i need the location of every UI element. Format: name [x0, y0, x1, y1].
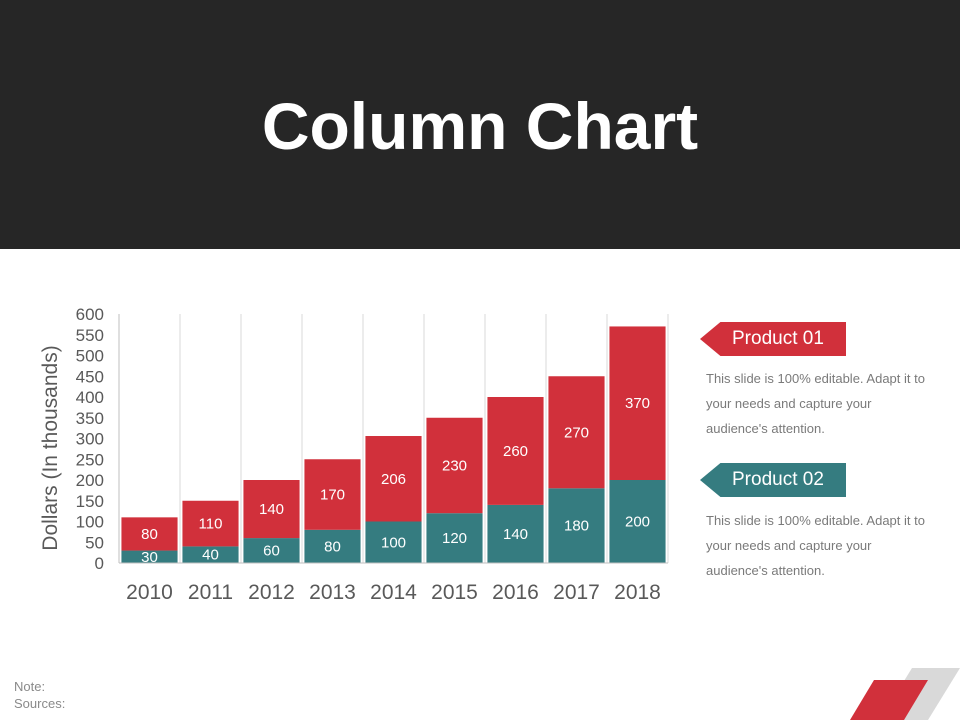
product-01-tag: Product 01: [700, 322, 846, 356]
data-label: 370: [625, 395, 650, 412]
x-tick-label: 2011: [188, 581, 233, 604]
data-label: 230: [442, 457, 467, 474]
footer-notes: Note: Sources:: [14, 678, 65, 712]
data-label: 80: [141, 526, 158, 543]
bar-segment: [182, 500, 239, 547]
data-label: 180: [564, 518, 589, 535]
data-label: 270: [564, 424, 589, 441]
bar-segment: [487, 397, 544, 505]
y-tick-label: 50: [85, 533, 104, 552]
bar-segment: [121, 517, 178, 551]
bar-segment: [182, 546, 239, 563]
data-label: 206: [381, 471, 406, 488]
y-tick-label: 100: [76, 513, 104, 532]
y-tick-label: 200: [76, 471, 104, 490]
bar-segment: [243, 538, 300, 563]
data-label: 120: [442, 530, 467, 547]
decorative-stripes: [850, 668, 960, 720]
y-tick-label: 350: [76, 409, 104, 428]
page-title: Column Chart: [261, 88, 699, 163]
bar-segment: [609, 480, 666, 563]
note-label: Note:: [14, 679, 46, 694]
x-tick-label: 2016: [492, 581, 539, 604]
y-tick-label: 450: [76, 367, 104, 386]
product-01-description: This slide is 100% editable. Adapt it to…: [706, 371, 925, 436]
data-label: 140: [503, 526, 528, 543]
data-label: 140: [259, 501, 284, 518]
y-axis-label: Dollars (In thousands): [39, 345, 62, 550]
bar-segment: [609, 326, 666, 480]
y-tick-label: 500: [76, 347, 104, 366]
y-tick-label: 400: [76, 388, 104, 407]
y-tick-label: 150: [76, 492, 104, 511]
x-tick-label: 2018: [614, 581, 661, 604]
y-tick-label: 550: [76, 326, 104, 345]
bar-segment: [304, 529, 361, 563]
data-label: 260: [503, 443, 528, 460]
sources-label: Sources:: [14, 696, 66, 711]
data-label: 60: [263, 543, 280, 560]
bar-segment: [548, 376, 605, 489]
product-02-tag: Product 02: [700, 463, 846, 497]
data-label: 170: [320, 487, 345, 504]
x-tick-label: 2012: [248, 581, 295, 604]
column-chart: 30 80 40 110 60 140 80 170 100 206 120 230 140 260 180…: [39, 305, 669, 604]
y-tick-label: 0: [95, 554, 104, 573]
data-label: 200: [625, 514, 650, 531]
bar-segment: [304, 459, 361, 530]
data-label: 80: [324, 538, 341, 555]
y-tick-label: 250: [76, 450, 104, 469]
data-label: 100: [381, 534, 406, 551]
x-tick-label: 2010: [126, 581, 173, 604]
x-tick-label: 2014: [370, 581, 417, 604]
x-tick-label: 2017: [553, 581, 600, 604]
bar-segment: [365, 436, 422, 522]
bar-segment: [243, 480, 300, 539]
y-tick-label: 600: [76, 305, 104, 324]
bar-segment: [426, 417, 483, 514]
bar-segment: [121, 550, 178, 563]
title-banner: Column Chart: [0, 0, 960, 249]
bar-segment: [487, 504, 544, 563]
red-stripe: [850, 680, 928, 720]
bar-segment: [548, 488, 605, 563]
x-tick-label: 2015: [431, 581, 478, 604]
bar-segment: [426, 513, 483, 563]
y-tick-label: 300: [76, 430, 104, 449]
data-label: 30: [141, 549, 158, 566]
data-label: 40: [202, 547, 219, 564]
product-02-description: This slide is 100% editable. Adapt it to…: [706, 513, 925, 578]
data-label: 110: [199, 516, 223, 533]
bar-segment: [365, 521, 422, 563]
x-tick-label: 2013: [309, 581, 356, 604]
